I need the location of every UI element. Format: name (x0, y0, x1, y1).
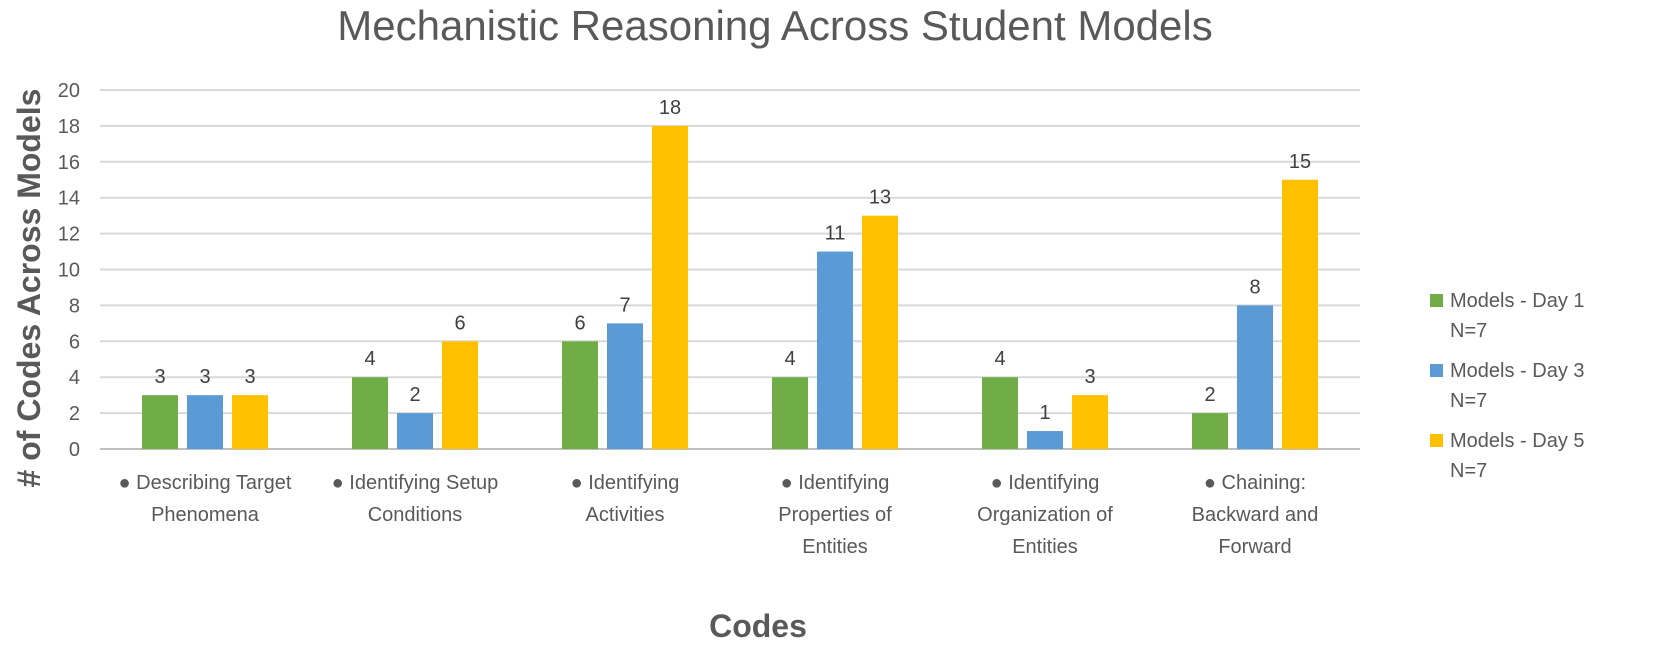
legend-swatch (1430, 434, 1443, 447)
bar (352, 377, 388, 449)
y-axis-label: # of Codes Across Models (11, 89, 47, 488)
legend-label: Models - Day 5 N=7 (1450, 430, 1585, 482)
y-tick-labels: 0 2 4 6 8 10 12 14 16 18 20 (58, 80, 80, 461)
legend-label: Models - Day 3 N=7 (1450, 360, 1585, 412)
legend-item: Models - Day 1 N=7 (1430, 286, 1654, 356)
x-tick-label-line: ● Identifying Setup (332, 472, 499, 494)
data-label: 7 (619, 294, 630, 316)
bar (1072, 395, 1108, 449)
legend-swatch (1430, 364, 1443, 377)
x-tick-label: ● Chaining: Backward and Forward (1192, 472, 1319, 558)
y-tick-label: 8 (69, 295, 80, 317)
y-tick-label: 6 (69, 331, 80, 353)
bar (652, 125, 688, 450)
data-label: 2 (1204, 384, 1215, 406)
bar (1282, 179, 1318, 449)
x-tick-label: ● Describing Target Phenomena (119, 472, 292, 526)
data-label: 4 (784, 348, 795, 370)
x-tick-label: ● Identifying Activities (571, 472, 680, 526)
legend-label: Models - Day 1 N=7 (1450, 290, 1585, 342)
data-label: 3 (244, 366, 255, 388)
data-label: 3 (154, 366, 165, 388)
bar (187, 395, 223, 449)
y-tick-label: 0 (69, 439, 80, 461)
x-tick-label-line: Entities (1012, 536, 1078, 558)
legend-item: Models - Day 5 N=7 (1430, 426, 1654, 496)
bar (142, 395, 178, 449)
bar (562, 341, 598, 449)
data-label: 1 (1039, 402, 1050, 424)
data-label: 18 (659, 97, 681, 119)
bar (442, 341, 478, 449)
bar (1192, 413, 1228, 449)
x-tick-label-line: Conditions (368, 504, 463, 526)
legend-item: Models - Day 3 N=7 (1430, 356, 1654, 426)
data-label: 4 (364, 348, 375, 370)
chart-title: Mechanistic Reasoning Across Student Mod… (337, 2, 1212, 49)
x-tick-label-line: ● Identifying (991, 472, 1100, 494)
bar (397, 413, 433, 449)
x-axis-label: Codes (709, 608, 807, 644)
bar (607, 323, 643, 449)
y-tick-label: 14 (58, 188, 80, 210)
x-tick-label: ● Identifying Setup Conditions (332, 472, 499, 526)
gridlines (100, 89, 1360, 450)
y-tick-label: 18 (58, 116, 80, 138)
bar (772, 377, 808, 449)
x-tick-labels: ● Describing Target Phenomena ● Identifyin… (119, 472, 1319, 558)
x-tick-label-line: ● Identifying (571, 472, 680, 494)
bar (817, 251, 853, 449)
y-tick-label: 20 (58, 80, 80, 102)
data-label: 3 (199, 366, 210, 388)
x-tick-label-line: Organization of (977, 504, 1113, 526)
data-label: 6 (454, 312, 465, 334)
x-tick-label-line: Properties of (778, 504, 892, 526)
data-label: 8 (1249, 276, 1260, 298)
y-tick-label: 4 (69, 367, 80, 389)
legend: Models - Day 1 N=7 Models - Day 3 N=7 Mode… (1430, 286, 1654, 496)
data-label: 15 (1289, 151, 1311, 173)
bar (862, 215, 898, 449)
data-label: 13 (869, 187, 891, 209)
data-label: 3 (1084, 366, 1095, 388)
bars (142, 125, 1318, 450)
y-tick-label: 12 (58, 224, 80, 246)
data-label: 11 (825, 223, 846, 245)
x-tick-label-line: ● Chaining: (1204, 472, 1306, 494)
x-tick-label: ● Identifying Properties of Entities (778, 472, 892, 558)
x-tick-label-line: Phenomena (151, 504, 260, 526)
bar (232, 395, 268, 449)
bar (1237, 305, 1273, 449)
x-tick-label-line: Forward (1218, 536, 1291, 558)
data-label: 4 (994, 348, 1005, 370)
x-tick-label: ● Identifying Organization of Entities (977, 472, 1113, 558)
x-tick-label-line: Entities (802, 536, 868, 558)
bar (1027, 431, 1063, 449)
y-tick-label: 10 (58, 260, 80, 282)
y-tick-label: 2 (69, 403, 80, 425)
legend-swatch (1430, 294, 1443, 307)
data-label: 6 (574, 312, 585, 334)
bar (982, 377, 1018, 449)
x-tick-label-line: Backward and (1192, 504, 1319, 526)
x-tick-label-line: ● Describing Target (119, 472, 292, 494)
data-label: 2 (409, 384, 420, 406)
x-tick-label-line: ● Identifying (781, 472, 890, 494)
x-tick-label-line: Activities (586, 504, 665, 526)
y-tick-label: 16 (58, 152, 80, 174)
